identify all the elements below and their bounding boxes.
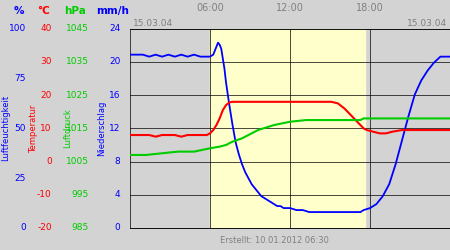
Text: %: % [14,6,24,16]
Text: 16: 16 [109,91,121,100]
Text: 40: 40 [40,24,52,33]
Text: 10: 10 [40,124,52,133]
Text: 4: 4 [115,190,121,199]
Text: 8: 8 [115,157,121,166]
Text: 06:00: 06:00 [196,3,224,13]
Text: 1015: 1015 [66,124,89,133]
Bar [210,29,365,228]
Text: 1025: 1025 [66,91,89,100]
Text: 18:00: 18:00 [356,3,384,13]
Text: 15.03.04: 15.03.04 [133,19,173,28]
Text: 0: 0 [20,224,26,232]
Text: 100: 100 [9,24,26,33]
Text: 1035: 1035 [66,58,89,66]
Text: °C: °C [37,6,50,16]
Text: 0: 0 [115,224,121,232]
Text: 12:00: 12:00 [276,3,304,13]
Text: 1045: 1045 [66,24,89,33]
Text: -20: -20 [37,224,52,232]
Text: 985: 985 [72,224,89,232]
Text: hPa: hPa [64,6,86,16]
Text: Niederschlag: Niederschlag [97,101,106,156]
Text: 25: 25 [15,174,26,183]
Text: 15.03.04: 15.03.04 [407,19,447,28]
Text: -10: -10 [37,190,52,199]
Text: Luftdruck: Luftdruck [63,108,72,148]
Text: 0: 0 [46,157,52,166]
Text: 75: 75 [14,74,26,83]
Text: Temperatur: Temperatur [29,104,38,152]
Text: Luftfeuchtigkeit: Luftfeuchtigkeit [1,95,10,162]
Text: 50: 50 [14,124,26,133]
Text: 20: 20 [40,91,52,100]
Text: 995: 995 [72,190,89,199]
Text: 1005: 1005 [66,157,89,166]
Text: 12: 12 [109,124,121,133]
Text: 20: 20 [109,58,121,66]
Text: 30: 30 [40,58,52,66]
Text: Erstellt: 10.01.2012 06:30: Erstellt: 10.01.2012 06:30 [220,236,328,244]
Text: 24: 24 [109,24,121,33]
Text: mm/h: mm/h [96,6,129,16]
